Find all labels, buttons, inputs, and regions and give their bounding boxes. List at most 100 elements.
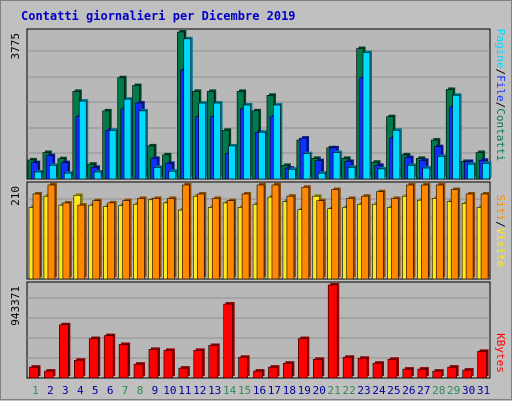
bar-kbytes-day-3-body xyxy=(59,324,69,379)
bar-contatti-day-14-body xyxy=(228,145,236,180)
bar-contatti-day-13 xyxy=(213,101,223,180)
bar-kbytes-day-17-body xyxy=(268,366,278,379)
bar-kbytes-day-30-body xyxy=(462,369,472,379)
bar-visite-day-3 xyxy=(62,200,72,280)
x-tick-label-day-23: 23 xyxy=(357,384,370,397)
bar-kbytes-day-29 xyxy=(447,365,459,379)
bar-visite-day-24 xyxy=(376,189,386,280)
bar-contatti-day-27 xyxy=(422,166,432,180)
bar-kbytes-day-3 xyxy=(59,322,71,379)
bar-visite-day-23-body xyxy=(361,195,369,280)
bar-contatti-day-31-body xyxy=(482,163,490,180)
bar-kbytes-day-27 xyxy=(417,367,429,379)
bar-kbytes-day-14 xyxy=(223,302,235,379)
bar-contatti-day-22 xyxy=(347,165,358,180)
bar-contatti-day-17-body xyxy=(273,104,281,180)
bar-visite-day-23 xyxy=(361,194,371,280)
panel-2-ytick-label: 210 xyxy=(9,186,22,206)
bar-kbytes-day-31-body xyxy=(477,351,487,379)
bar-kbytes-day-25 xyxy=(387,357,399,379)
bar-kbytes-day-29-body xyxy=(447,366,457,379)
bar-contatti-day-15 xyxy=(243,103,253,180)
bar-contatti-day-25-body xyxy=(392,130,401,180)
x-tick-label-day-3: 3 xyxy=(62,384,69,397)
bar-visite-day-15-body xyxy=(241,193,250,280)
x-tick-label-day-14: 14 xyxy=(223,384,237,397)
bar-kbytes-day-12-body xyxy=(193,350,204,379)
bar-visite-day-28-body xyxy=(435,184,444,280)
bar-visite-day-17 xyxy=(271,183,281,280)
bar-visite-day-17-body xyxy=(271,184,280,280)
bar-kbytes-day-4-body xyxy=(74,359,84,379)
bar-contatti-day-29 xyxy=(452,93,462,180)
bar-visite-day-12-body xyxy=(196,193,205,280)
bar-visite-day-30-body xyxy=(465,193,474,280)
bar-kbytes-day-16 xyxy=(253,369,265,379)
bar-contatti-day-7 xyxy=(123,97,134,180)
bar-contatti-day-7-body xyxy=(123,98,132,180)
x-tick-label-day-31: 31 xyxy=(477,384,490,397)
bar-visite-day-20-body xyxy=(316,200,325,280)
bar-visite-day-16-body xyxy=(256,184,265,280)
bar-contatti-day-6-body xyxy=(108,130,117,180)
bar-visite-day-2 xyxy=(47,183,57,280)
bar-contatti-day-3 xyxy=(63,171,74,180)
legend-pagine-file-contatti-part-1: / xyxy=(494,69,507,76)
bar-visite-day-22-body xyxy=(346,198,354,280)
bar-kbytes-day-26-body xyxy=(402,368,413,379)
x-tick-label-day-9: 9 xyxy=(152,384,159,397)
bar-visite-day-29-body xyxy=(450,189,459,280)
bar-visite-day-2-body xyxy=(47,184,56,280)
bar-kbytes-day-18-body xyxy=(283,362,293,379)
panel-1-ytick-label: 3775 xyxy=(9,33,22,60)
bar-contatti-day-17 xyxy=(273,103,283,180)
bar-visite-day-5-body xyxy=(92,200,101,280)
legend-siti-visite-part-0: Siti xyxy=(494,195,507,222)
bar-contatti-day-9 xyxy=(153,165,163,180)
x-tick-label-day-4: 4 xyxy=(77,384,84,397)
bar-visite-day-18-body xyxy=(286,195,295,280)
bar-kbytes-day-19 xyxy=(298,336,310,379)
bar-contatti-day-2 xyxy=(49,163,59,180)
bar-contatti-day-31 xyxy=(482,161,492,180)
bar-kbytes-day-10 xyxy=(163,348,175,379)
x-tick-label-day-5: 5 xyxy=(92,384,99,397)
bar-visite-day-30 xyxy=(465,191,476,280)
bar-visite-day-7-body xyxy=(122,200,130,280)
bar-contatti-day-24-body xyxy=(377,168,386,180)
x-tick-label-day-22: 22 xyxy=(342,384,355,397)
bar-visite-day-27 xyxy=(421,183,431,280)
bar-visite-day-12 xyxy=(196,191,207,280)
bar-kbytes-day-23 xyxy=(357,356,370,379)
bar-kbytes-day-6 xyxy=(103,333,116,379)
bar-kbytes-day-7 xyxy=(118,342,131,379)
bar-kbytes-day-17 xyxy=(268,365,280,379)
legend-siti-visite-part-2: Visite xyxy=(494,228,507,268)
bar-visite-day-25-body xyxy=(391,198,399,280)
bar-contatti-day-30-body xyxy=(467,163,475,180)
bar-kbytes-day-28-body xyxy=(432,370,443,379)
bar-visite-day-6-body xyxy=(107,202,115,280)
bar-kbytes-day-24 xyxy=(372,361,385,379)
bar-kbytes-day-24-body xyxy=(372,362,383,379)
bar-visite-day-31 xyxy=(480,191,491,280)
bar-visite-day-9-body xyxy=(152,198,160,280)
bar-kbytes-day-14-body xyxy=(223,303,233,379)
bar-kbytes-day-5-body xyxy=(88,338,99,379)
bar-kbytes-day-1 xyxy=(29,365,41,379)
chart-title: Contatti giornalieri per Dicembre 2019 xyxy=(21,9,296,23)
legend-siti-visite-part-1: / xyxy=(494,221,507,228)
x-tick-label-day-15: 15 xyxy=(238,384,251,397)
x-tick-label-day-10: 10 xyxy=(163,384,176,397)
bar-visite-day-6 xyxy=(107,200,117,280)
bar-visite-day-25 xyxy=(391,196,401,280)
bar-contatti-day-5 xyxy=(93,169,104,180)
bar-visite-day-7 xyxy=(122,198,132,280)
bar-contatti-day-10-body xyxy=(168,170,177,180)
bar-visite-day-16 xyxy=(256,183,267,280)
bar-contatti-day-12-body xyxy=(198,102,206,180)
bar-contatti-day-25 xyxy=(392,128,402,180)
bar-contatti-day-21-body xyxy=(332,152,341,180)
bar-contatti-day-16-body xyxy=(258,131,266,180)
bar-kbytes-day-25-body xyxy=(387,358,398,379)
